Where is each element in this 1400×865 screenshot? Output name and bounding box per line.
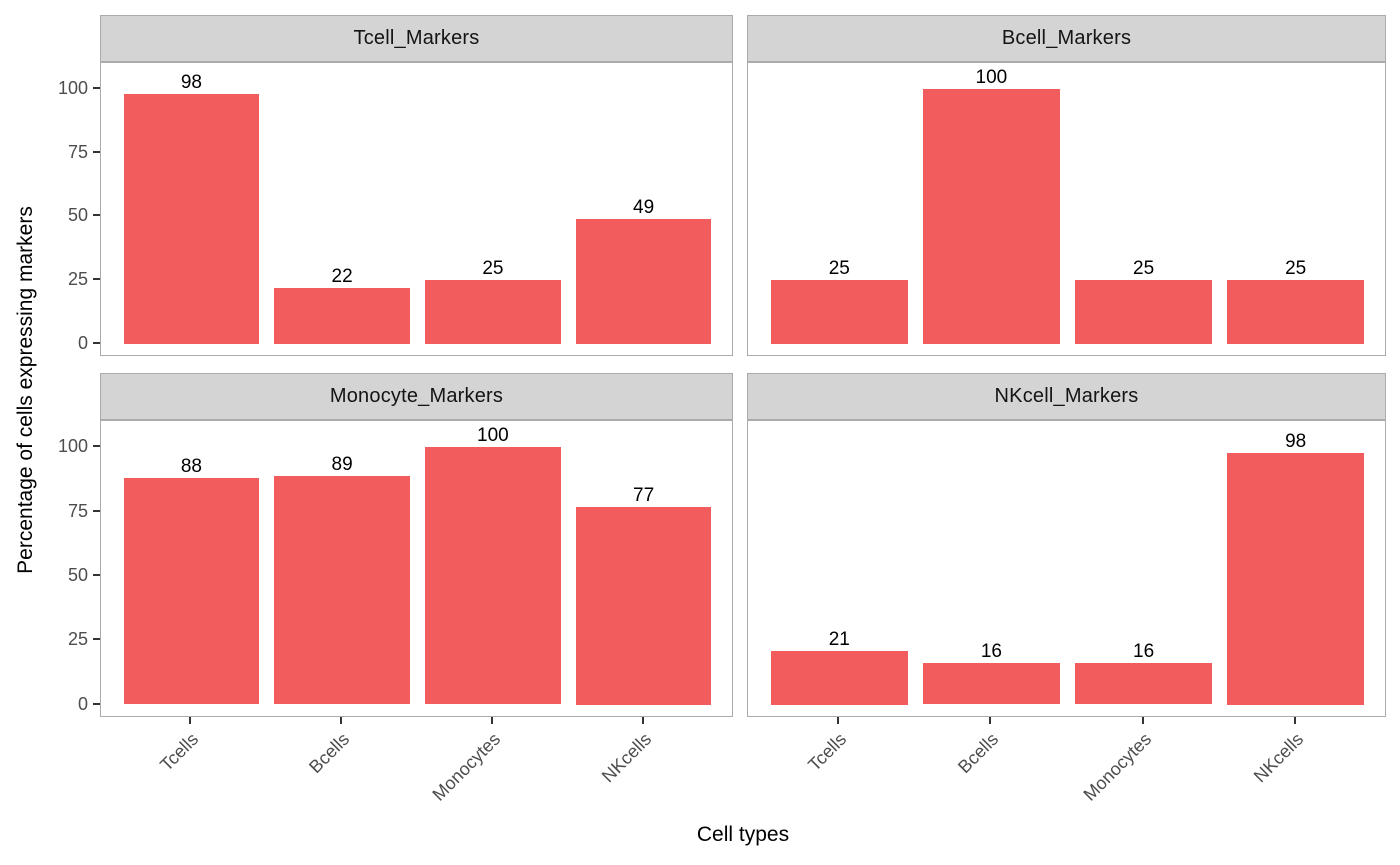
y-tick-label: 75 [67,141,88,162]
bar-value-label: 16 [980,641,1002,663]
bar-value-label: 89 [331,453,353,475]
x-tick-label: NKcells [1249,729,1307,787]
y-tick-mark [93,278,100,280]
facet-strip: Tcell_Markers [100,15,733,62]
bar [425,447,561,705]
y-tick-label: 50 [67,205,88,226]
facet-strip: Bcell_Markers [747,15,1386,62]
x-tick-mark [1293,717,1296,724]
y-tick-label: 100 [57,78,88,99]
bar-value-label: 88 [180,456,202,478]
x-tick-mark [490,717,493,724]
x-tick-label: NKcells [597,729,655,787]
x-tick-label: Monocytes [1079,729,1155,805]
facet-strip-title: Bcell_Markers [1001,27,1132,49]
bar [1075,280,1212,344]
y-tick-mark [93,702,100,705]
y-tick-mark [93,573,100,576]
x-tick-mark [837,717,840,724]
bar-value-label: 100 [477,425,509,447]
bar [575,218,712,344]
y-tick-label: 75 [67,500,88,521]
y-tick-mark [93,150,100,153]
bar-value-label: 98 [180,72,202,94]
bar [1227,452,1365,705]
y-tick-mark [93,509,100,512]
bar [770,280,908,344]
x-tick-label: Bcells [305,729,354,778]
facet-strip-title: Tcell_Markers [353,27,480,49]
x-axis-title: Cell types [696,823,790,846]
y-tick-label: 0 [77,693,88,714]
facet-strip: Monocyte_Markers [100,373,733,420]
facet-strip-title: NKcell_Markers [994,385,1139,407]
y-tick-label: 50 [67,564,88,585]
bar [123,478,260,705]
y-tick-label: 25 [67,629,88,650]
bar [123,94,260,344]
y-tick-label: 25 [67,269,88,289]
bar-value-label: 22 [331,265,353,287]
x-tick-label: Tcells [156,729,203,775]
x-tick-label: Monocytes [428,729,505,805]
y-tick-mark [93,341,100,344]
bar [274,475,410,705]
bar-value-label: 16 [1133,641,1155,663]
bar-value-label: 25 [482,258,504,279]
y-tick-label: 0 [77,332,88,353]
facet-panel: 21 16 16 98 [747,420,1386,717]
bar-value-label: 100 [975,67,1008,89]
x-tick-mark [989,717,992,724]
bar [425,280,561,344]
bar [770,650,908,705]
x-tick-mark [189,717,192,724]
bar-value-label: 25 [1285,258,1307,279]
y-tick-mark [93,638,100,641]
bar [575,506,712,705]
x-tick-mark [1141,717,1144,724]
x-tick-label: Bcells [954,729,1003,778]
y-tick-mark [93,445,100,448]
bar-value-label: 98 [1285,430,1307,452]
facet-panel: 98 22 25 49 [100,62,733,356]
y-tick-mark [93,87,100,90]
facet-strip-title: Monocyte_Markers [329,385,504,407]
bar-value-label: 77 [633,484,655,506]
bar [1075,663,1212,705]
facet-panel: 25 100 25 25 [747,62,1386,356]
y-tick-label: 100 [57,436,88,457]
x-tick-label: Tcells [804,729,851,775]
bar-value-label: 21 [828,628,850,650]
bar [923,89,1060,344]
bar-value-label: 25 [1133,258,1155,279]
y-tick-mark [93,214,100,217]
bar [274,287,410,344]
bar-value-label: 25 [828,258,850,279]
bar [923,663,1060,705]
facet-panel: 88 89 100 77 [100,420,733,717]
facet-strip: NKcell_Markers [747,373,1386,420]
x-tick-mark [641,717,644,724]
bar-value-label: 49 [633,196,655,218]
bar [1227,280,1365,344]
x-tick-mark [340,717,343,724]
